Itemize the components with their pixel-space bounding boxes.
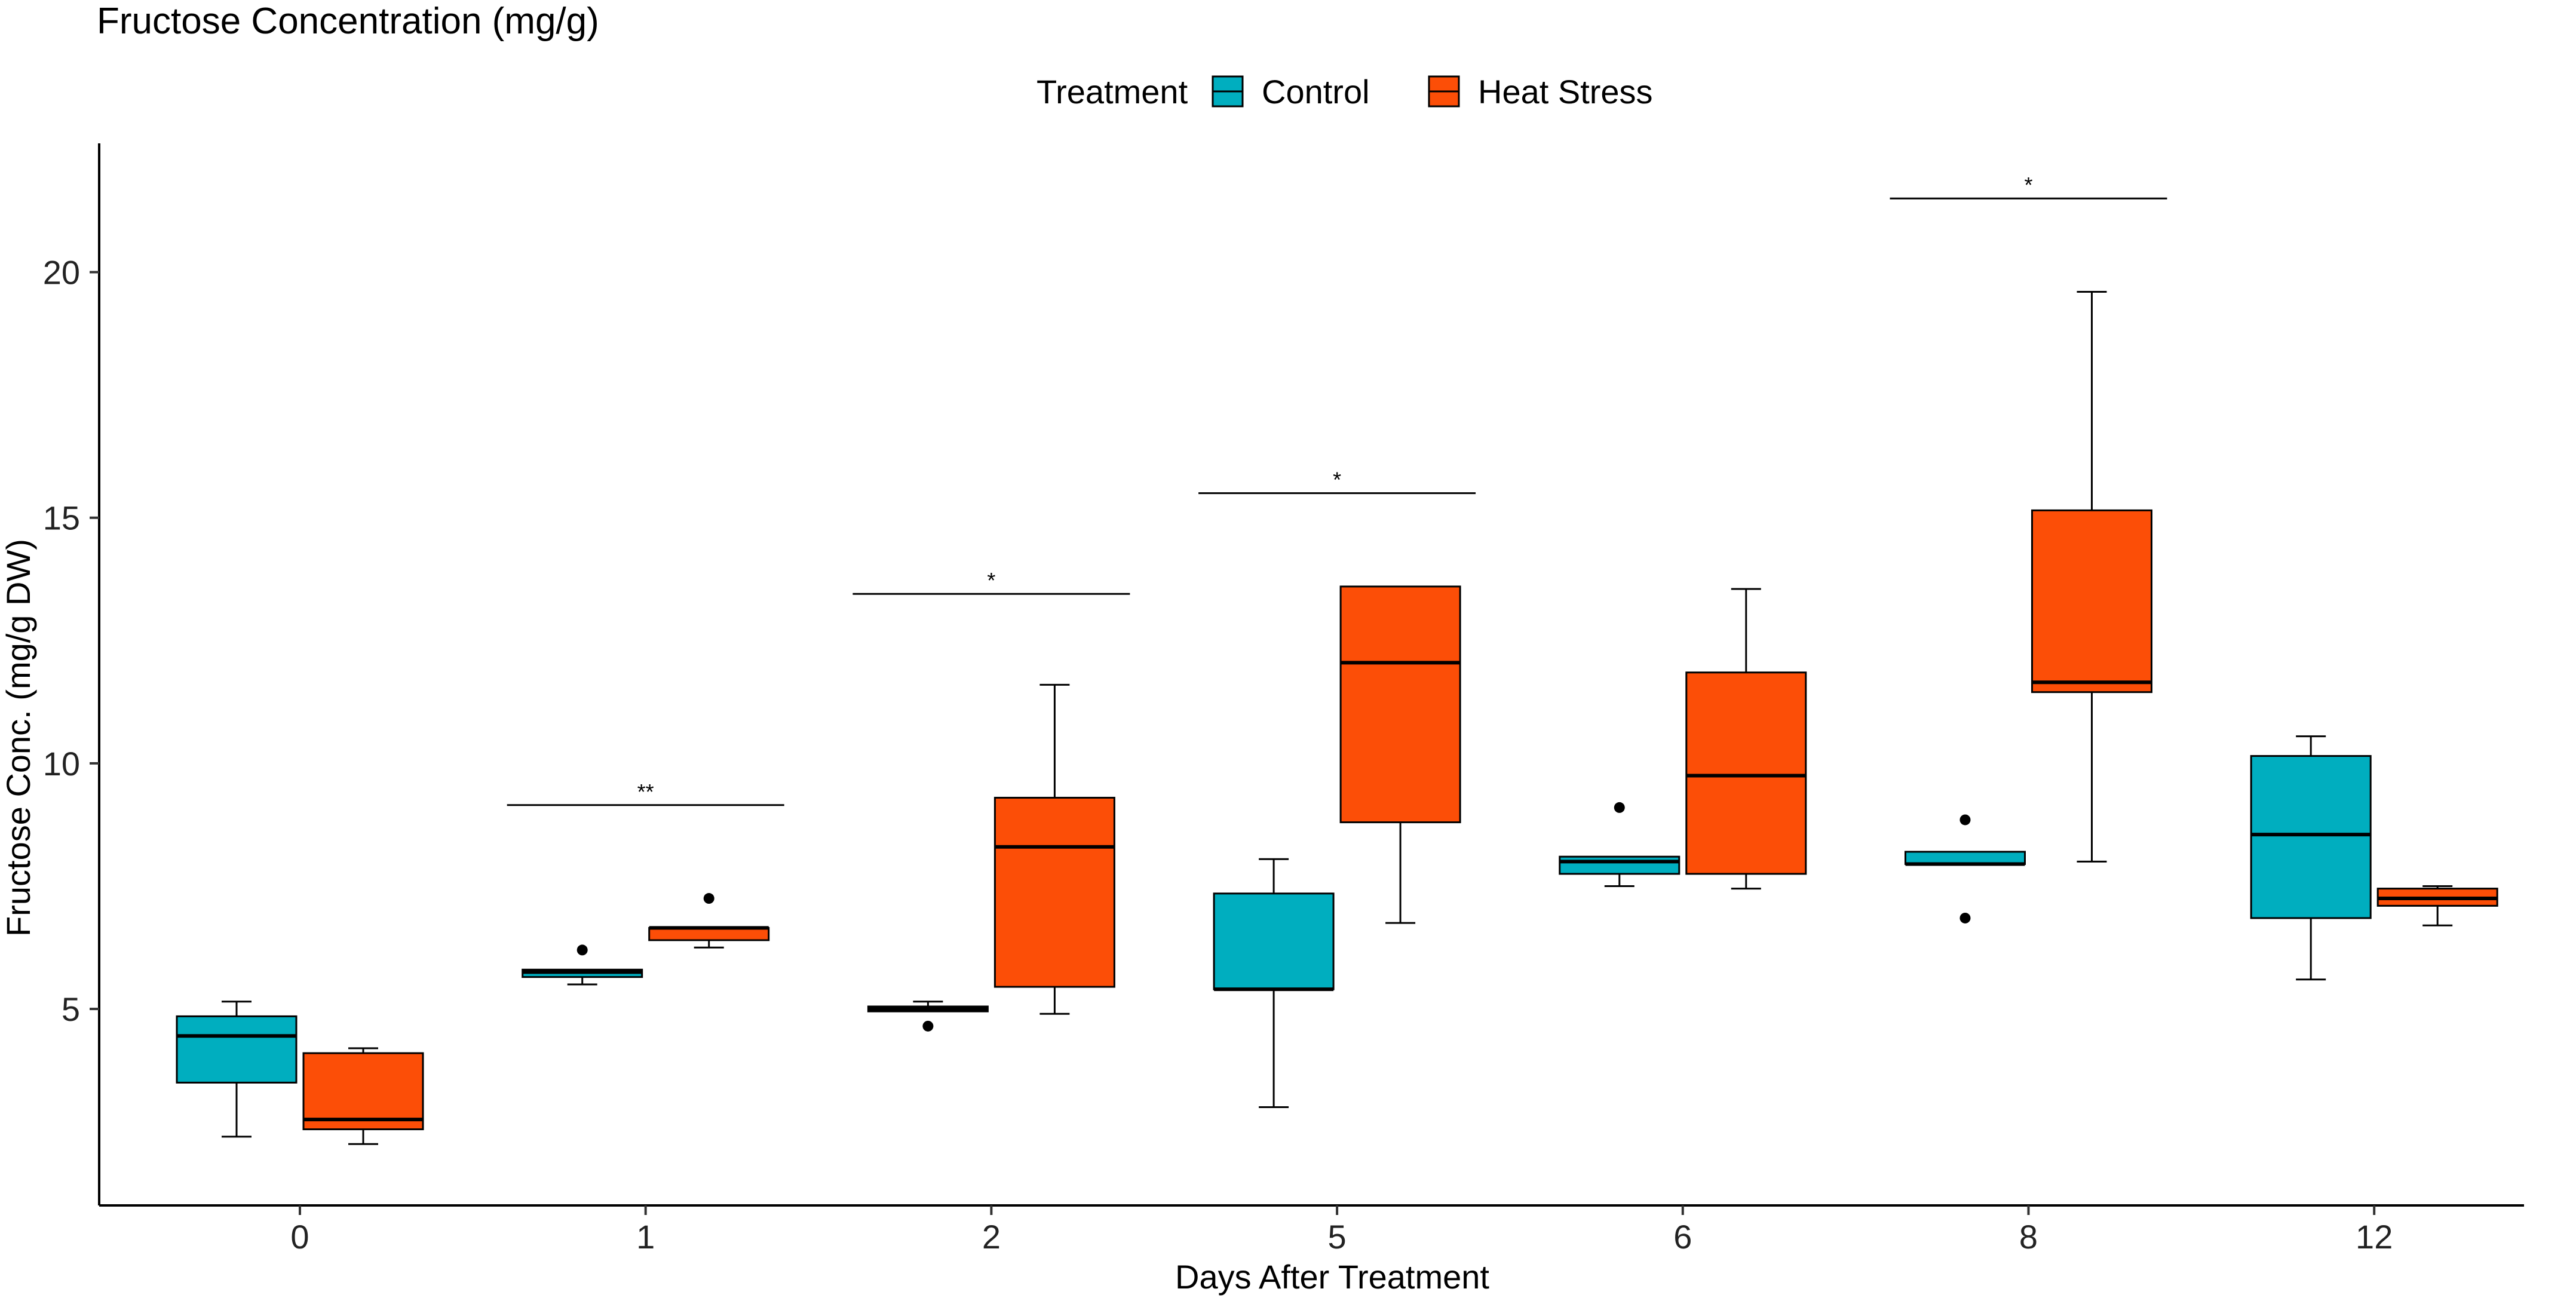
box-control-day-8 <box>1905 814 2026 923</box>
outlier-point <box>576 944 588 956</box>
x-tick-label: 0 <box>290 1218 309 1256</box>
box-heat-stress-day-8 <box>2031 290 2152 863</box>
box-body <box>2250 755 2372 919</box>
x-tick-label: 8 <box>2019 1218 2038 1256</box>
box-body <box>1339 585 1461 824</box>
x-tick-label: 6 <box>1673 1218 1692 1256</box>
y-axis-label: Fructose Conc. (mg/g DW) <box>0 539 37 937</box>
legend: Treatment Control Heat Stress <box>1036 73 1653 111</box>
box-body <box>1905 851 2026 865</box>
box-body <box>302 1052 424 1131</box>
x-axis-label: Days After Treatment <box>1175 1258 1489 1296</box>
significance-label: * <box>2024 173 2032 197</box>
legend-label-0: Control <box>1262 73 1370 111</box>
box-control-day-6 <box>1559 802 1680 887</box>
box-body <box>648 926 770 941</box>
significance-label: * <box>1333 468 1341 492</box>
y-tick-label: 5 <box>62 990 80 1028</box>
chart-title: Fructose Concentration (mg/g) <box>97 1 599 42</box>
x-tick-label: 5 <box>1328 1218 1347 1256</box>
box-heat-stress-day-2 <box>993 683 1115 1015</box>
box-control-day-5 <box>1213 858 1335 1109</box>
y-tick-label: 15 <box>43 499 80 537</box>
box-body <box>993 796 1115 988</box>
x-tick-label: 1 <box>636 1218 655 1256</box>
legend-title: Treatment <box>1036 73 1188 111</box>
outlier-point <box>1959 912 1971 923</box>
box-body <box>2031 509 2152 694</box>
box-control-day-1 <box>522 944 643 986</box>
y-tick-label: 10 <box>43 745 80 783</box>
outlier-point <box>922 1020 934 1032</box>
box-heat-stress-day-6 <box>1685 588 1807 890</box>
box-body <box>176 1015 298 1084</box>
box-control-day-0 <box>176 1001 298 1138</box>
box-body <box>1559 855 1680 875</box>
outlier-point <box>703 893 714 904</box>
box-control-day-2 <box>867 1001 989 1032</box>
outlier-point <box>1614 802 1625 813</box>
x-tick-label: 12 <box>2356 1218 2393 1256</box>
y-tick-label: 20 <box>43 254 80 292</box>
box-body <box>1685 671 1807 875</box>
box-heat-stress-day-5 <box>1339 585 1461 924</box>
box-control-day-12 <box>2250 735 2372 981</box>
plot-area: ***** <box>176 173 2498 1145</box>
box-body <box>1213 892 1335 990</box>
x-tick-label: 2 <box>982 1218 1001 1256</box>
significance-label: * <box>987 568 995 593</box>
outlier-point <box>1959 814 1971 826</box>
significance-label: ** <box>637 780 654 804</box>
box-heat-stress-day-12 <box>2376 885 2498 926</box>
box-heat-stress-day-0 <box>302 1047 424 1145</box>
box-heat-stress-day-1 <box>648 893 770 949</box>
legend-label-1: Heat Stress <box>1478 73 1653 111</box>
